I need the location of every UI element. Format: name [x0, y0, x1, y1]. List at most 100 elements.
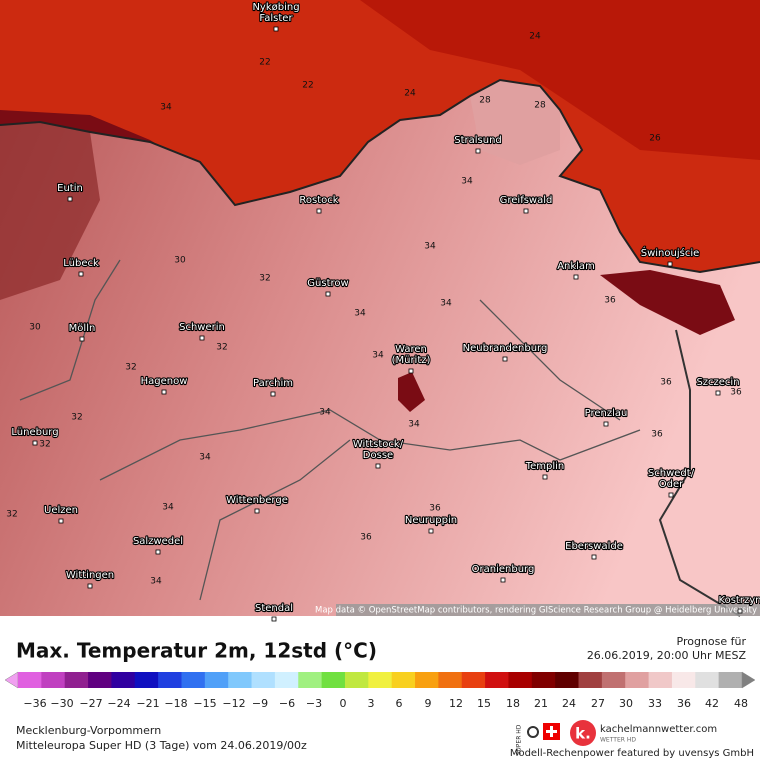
colorbar-segment [648, 672, 673, 688]
contour-label: 32 [6, 510, 17, 520]
colorbar-segment [438, 672, 463, 688]
city-label: Hagenow [141, 376, 188, 387]
city-marker [408, 368, 414, 374]
colorbar-segment [531, 672, 556, 688]
colorbar-arrow-right [741, 671, 756, 689]
city-marker [58, 518, 64, 524]
map-labels: 24 22 22 24 34 26 28 28 34 32 34 34 34 30 30 32 32 34 32 32… [6, 1, 760, 622]
contour-label: 26 [649, 134, 661, 144]
colorbar-tick: −15 [193, 697, 216, 710]
city-marker [270, 391, 276, 397]
colorbar-arrow-left [4, 671, 19, 689]
colorbar-tick: 21 [534, 697, 548, 710]
colorbar-tick: −30 [50, 697, 73, 710]
colorbar-segment [41, 672, 66, 688]
colorbar-tick: 33 [648, 697, 662, 710]
land [0, 80, 760, 616]
colorbar-segment [274, 672, 299, 688]
city-marker [161, 389, 167, 395]
contour-label: 32 [259, 274, 270, 284]
city-label: Neubrandenburg [463, 343, 548, 354]
city-marker [668, 492, 674, 498]
city-marker [325, 291, 331, 297]
city-label: Szczecin [696, 377, 739, 388]
city-label: Wittstock/ [353, 439, 404, 450]
city-marker [737, 608, 743, 614]
colorbar-segment [298, 672, 323, 688]
colorbar-segment [671, 672, 696, 688]
city-marker [502, 356, 508, 362]
city-marker [273, 26, 279, 32]
colorbar-tick: −21 [136, 697, 159, 710]
colorbar-segment [368, 672, 393, 688]
city-label: Parchim [253, 378, 293, 389]
colorbar-segment [88, 672, 112, 688]
lake-mueritz [398, 372, 425, 412]
forecast-time: 26.06.2019, 20:00 Uhr MESZ [587, 649, 747, 662]
contour-label: 24 [529, 32, 541, 42]
city-label: Greifswald [500, 195, 553, 206]
city-label: Dosse [363, 450, 393, 461]
city-marker [715, 390, 721, 396]
city-label: Templin [525, 461, 565, 472]
colorbar-tick: 48 [734, 697, 748, 710]
colorbar-segment [601, 672, 626, 688]
colorbar-segment [461, 672, 486, 688]
city-label: Eberswalde [565, 541, 623, 552]
colorbar-segment [508, 672, 533, 688]
city-marker [271, 616, 277, 622]
city-label: Uelzen [44, 505, 78, 516]
city-label: Stralsund [454, 135, 502, 146]
land-hot-west [0, 122, 100, 300]
city-label: Güstrow [307, 278, 348, 289]
colorbar-segment [228, 672, 253, 688]
city-marker [199, 335, 205, 341]
colorbar-segment [625, 672, 650, 688]
colorbar-segment [555, 672, 580, 688]
contour-label: 34 [150, 577, 162, 587]
colorbar-segment [18, 672, 42, 688]
colorbar-tick: 0 [340, 697, 347, 710]
logo-k-letter: k. [575, 725, 591, 743]
colorbar-tick: −3 [306, 697, 322, 710]
icon-q [527, 726, 539, 738]
colorbar-segment [111, 672, 136, 688]
city-marker [603, 421, 609, 427]
city-marker [32, 440, 38, 446]
colorbar-segment [695, 672, 720, 688]
contour-label: 32 [39, 440, 50, 450]
city-marker [375, 463, 381, 469]
contour-label: 28 [534, 101, 546, 111]
city-label: Falster [259, 13, 293, 24]
attribution-box [336, 604, 760, 616]
city-label: Salzwedel [133, 536, 183, 547]
forecast-label: Prognose für [677, 635, 747, 648]
contour-label: 32 [71, 413, 82, 423]
city-label: (Müritz) [392, 355, 431, 366]
colorbar-tick: −18 [164, 697, 187, 710]
colorbar-segment [251, 672, 276, 688]
city-label: Mölln [69, 323, 96, 334]
colorbar-tick: −12 [222, 697, 245, 710]
contour-label: 34 [162, 503, 174, 513]
city-marker [87, 583, 93, 589]
colorbar-segment [181, 672, 206, 688]
colorbar-segment [64, 672, 89, 688]
credit: Modell-Rechenpower featured by uvensys G… [510, 748, 754, 759]
colorbar-segment [485, 672, 509, 688]
colorbar-tick: 27 [591, 697, 605, 710]
city-marker [542, 474, 548, 480]
colorbar-tick: 12 [449, 697, 463, 710]
contour-label: 30 [29, 323, 41, 333]
contour-label: 36 [730, 388, 742, 398]
contour-label: 36 [604, 296, 616, 306]
region: Mecklenburg-Vorpommern [16, 724, 161, 737]
colorbar-tick: 30 [619, 697, 633, 710]
city-label: Wittenberge [226, 495, 288, 506]
model-run: Mitteleuropa Super HD (3 Tage) vom 24.06… [16, 739, 307, 752]
contour-label: 34 [319, 408, 331, 418]
city-marker [316, 208, 322, 214]
colorbar-segment [158, 672, 182, 688]
city-marker [573, 274, 579, 280]
